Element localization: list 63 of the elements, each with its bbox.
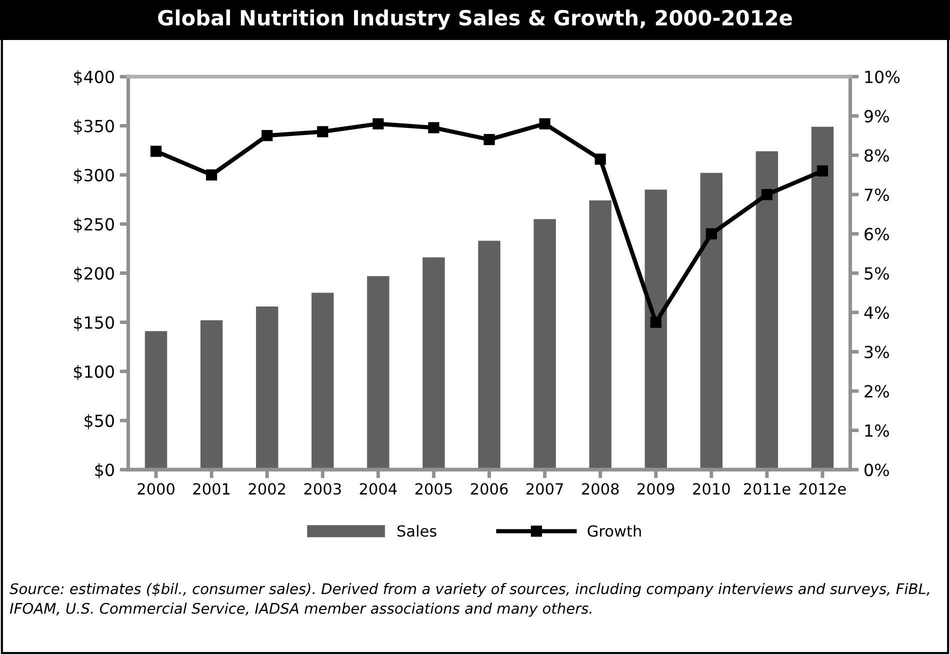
source-note: Source: estimates ($bil., consumer sales). Derived from a variety of sources, including company interviews and surveys, FiBL, IFOAM, U.S. Commercial Service, IADSA member associations and many others. — [10, 582, 930, 617]
point — [761, 188, 772, 200]
x-tick-label: 2005 — [415, 483, 452, 495]
point — [150, 146, 162, 157]
y2-tick-label: 6% — [864, 228, 889, 240]
x-tick-label: 2003 — [304, 483, 341, 495]
y-tick-label: $100 — [74, 365, 114, 380]
bar — [422, 257, 445, 470]
point — [816, 165, 828, 177]
x-tick-label: 2012e — [799, 483, 846, 495]
bar — [144, 331, 168, 470]
y-tick-label: $250 — [74, 218, 114, 233]
chart-title: Global Nutrition Industry Sales & Growth, 2000-2012e — [158, 9, 792, 30]
x-tick-label: 2008 — [582, 483, 619, 495]
point — [428, 122, 440, 134]
y2-tick-label: 2% — [864, 384, 889, 398]
y2-tick-label: 7% — [864, 188, 889, 202]
x-tick-label: 2007 — [526, 483, 563, 495]
y2-tick-label: 3% — [864, 346, 889, 358]
bar — [534, 219, 556, 470]
y-tick-label: $400 — [74, 70, 114, 86]
y2-tick-label: 1% — [865, 424, 889, 437]
y-tick-label: $350 — [74, 119, 114, 135]
point — [594, 154, 606, 165]
y2-tick-label: 0% — [864, 464, 889, 476]
point — [539, 118, 550, 130]
y2-tick-label: 5% — [864, 267, 889, 280]
bar — [367, 276, 390, 470]
y2-tick-label: 8% — [864, 149, 889, 162]
bar — [200, 320, 223, 470]
x-tick-label: 2009 — [638, 483, 674, 495]
point — [317, 126, 328, 138]
y-tick-label: $0 — [95, 463, 114, 478]
bar — [478, 240, 500, 470]
point — [484, 134, 495, 146]
x-tick-label: 2001 — [193, 483, 230, 495]
bar — [756, 151, 778, 470]
y-tick-label: $300 — [74, 168, 114, 184]
legend-label: Growth — [588, 524, 641, 537]
legend-label: Sales — [397, 524, 436, 537]
bar — [700, 172, 723, 470]
x-tick-label: 2000 — [138, 483, 174, 495]
y2-tick-label: 4% — [864, 306, 889, 320]
bar — [312, 292, 334, 470]
bar — [256, 306, 278, 470]
point — [206, 169, 218, 180]
y2-tick-label: 10% — [865, 70, 900, 84]
y2-tick-label: 9% — [864, 110, 889, 123]
x-tick-label: 2002 — [248, 483, 286, 495]
x-tick-label: 2011e — [744, 483, 790, 495]
x-tick-label: 2010 — [693, 483, 730, 495]
y-tick-label: $150 — [74, 316, 114, 332]
x-tick-label: 2006 — [470, 483, 508, 495]
y-tick-label: $50 — [84, 414, 114, 430]
y-tick-label: $200 — [74, 266, 114, 282]
bar — [811, 126, 834, 470]
bar — [644, 190, 667, 470]
bar — [589, 200, 612, 470]
point — [372, 118, 384, 130]
point — [706, 228, 717, 240]
point — [262, 130, 273, 142]
x-tick-label: 2004 — [360, 483, 397, 495]
point — [650, 316, 662, 328]
